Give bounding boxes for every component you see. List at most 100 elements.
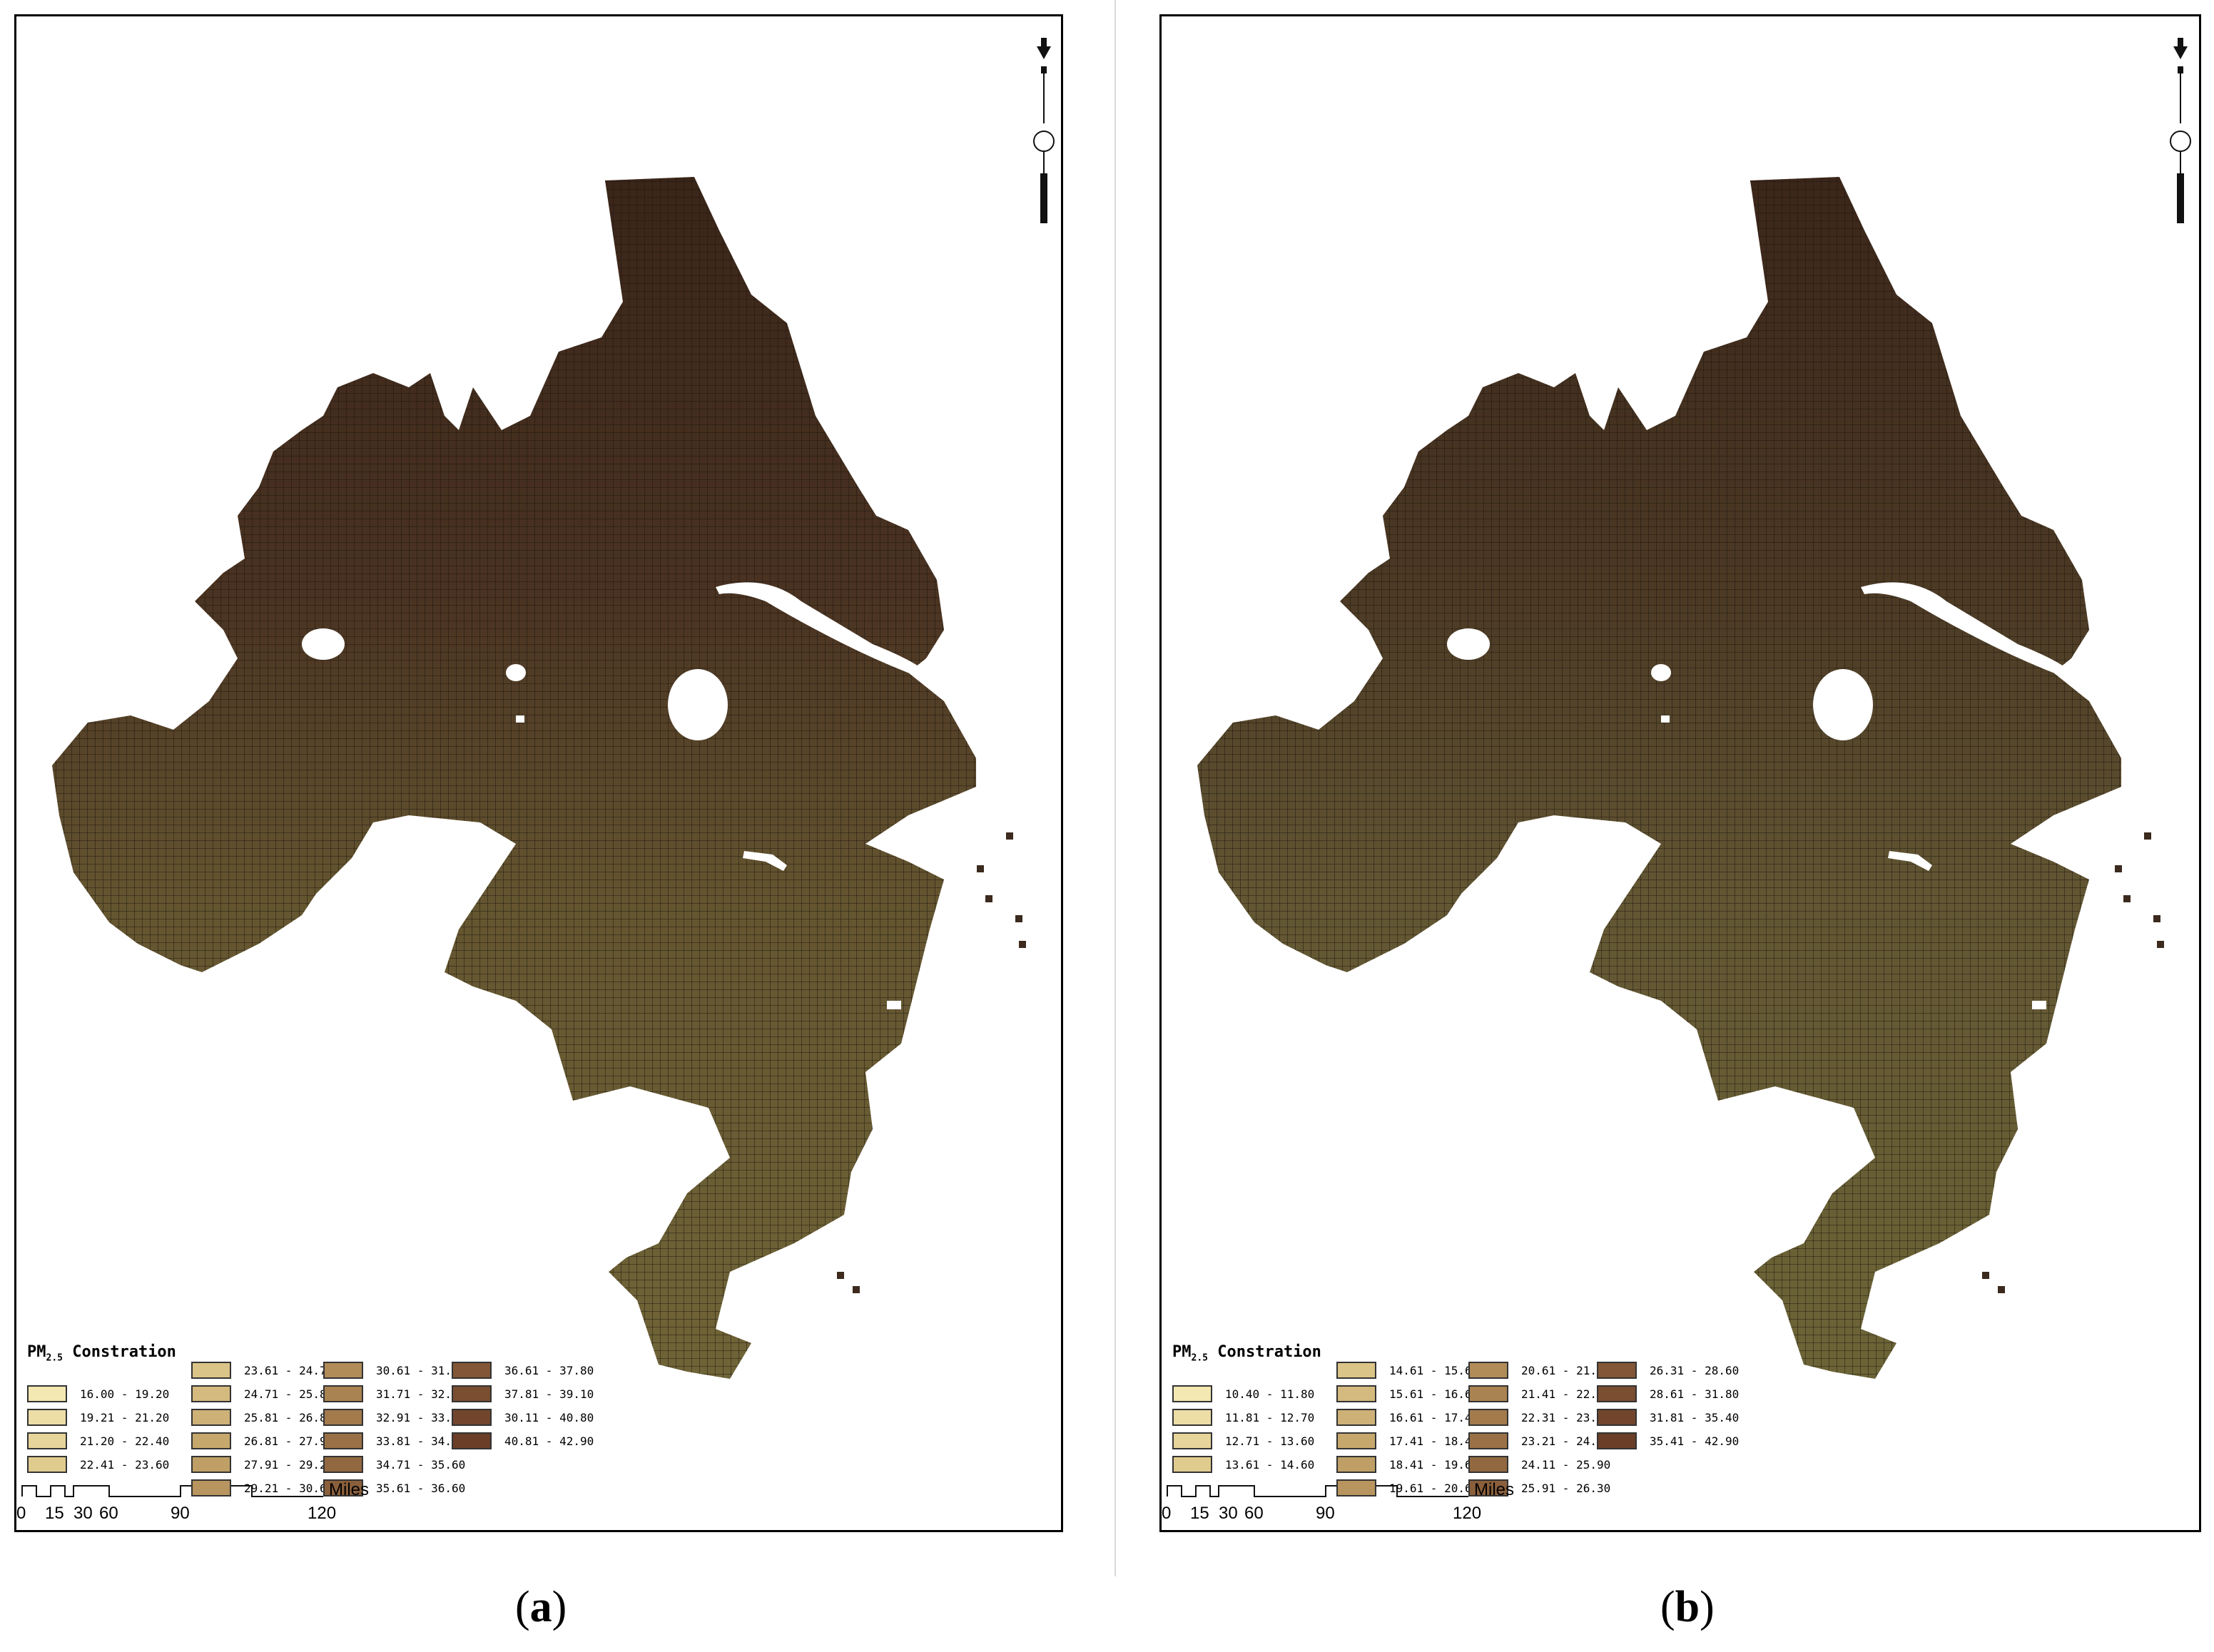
legend-swatch xyxy=(323,1409,363,1426)
legend-swatch xyxy=(452,1432,492,1449)
legend-label: 23.21 - 24.10 xyxy=(1521,1434,1611,1448)
legend-item: 35.41 - 42.90 xyxy=(1597,1432,1739,1450)
legend-label: 12.71 - 13.60 xyxy=(1225,1434,1315,1448)
legend-item: 27.91 - 29.20 xyxy=(191,1455,333,1474)
legend-swatch xyxy=(1336,1362,1376,1379)
legend-item: 30.61 - 31.70 xyxy=(323,1361,465,1380)
legend-swatch xyxy=(1468,1362,1508,1379)
legend-label: 24.11 - 25.90 xyxy=(1521,1457,1611,1472)
legend-label: 19.61 - 20.60 xyxy=(1389,1481,1479,1495)
legend-label: 21.20 - 22.40 xyxy=(80,1434,170,1448)
legend-label: 31.71 - 32.90 xyxy=(376,1387,466,1401)
legend-item: 31.81 - 35.40 xyxy=(1597,1408,1739,1427)
islands-a xyxy=(837,832,1026,1293)
legend-swatch xyxy=(1468,1409,1508,1426)
legend-swatch xyxy=(323,1385,363,1402)
legend-label: 11.81 - 12.70 xyxy=(1225,1410,1315,1424)
scale-label: 60 xyxy=(99,1504,118,1523)
legend-item: 23.21 - 24.10 xyxy=(1468,1432,1610,1450)
legend-swatch xyxy=(1597,1385,1637,1402)
legend-item: 23.61 - 24.70 xyxy=(191,1361,333,1380)
legend-label: 31.81 - 35.40 xyxy=(1650,1410,1740,1424)
legend-item: 14.61 - 15.60 xyxy=(1336,1361,1478,1380)
scale-units: Miles xyxy=(329,1480,370,1499)
legend-swatch xyxy=(1597,1432,1637,1449)
legend-swatch xyxy=(27,1432,67,1449)
legend-item: 26.81 - 27.90 xyxy=(191,1432,333,1450)
legend-label: 40.81 - 42.90 xyxy=(504,1434,594,1448)
legend-swatch xyxy=(191,1362,231,1379)
legend-label: 15.61 - 16.60 xyxy=(1389,1387,1479,1401)
legend-item: 18.41 - 19.60 xyxy=(1336,1455,1478,1474)
legend-item: 11.81 - 12.70 xyxy=(1172,1408,1314,1427)
legend-swatch xyxy=(1336,1385,1376,1402)
legend-label: 26.81 - 27.90 xyxy=(244,1434,334,1448)
scale-label: 90 xyxy=(171,1504,190,1523)
scale-units: Miles xyxy=(1474,1480,1515,1499)
legend-swatch xyxy=(191,1385,231,1402)
legend-swatch xyxy=(1468,1456,1508,1473)
legend-label: 17.41 - 18.40 xyxy=(1389,1434,1479,1448)
legend-label: 36.61 - 37.80 xyxy=(504,1363,594,1377)
legend-swatch xyxy=(1172,1456,1212,1473)
legend-label: 22.41 - 23.60 xyxy=(80,1457,170,1472)
map-panel-a: PM2.5 Constration 16.00 - 19.20 19.21 - 2… xyxy=(14,14,1063,1532)
legend-item: 10.40 - 11.80 xyxy=(1172,1385,1314,1403)
legend-item: 17.41 - 18.40 xyxy=(1336,1432,1478,1450)
legend-label: 21.41 - 22.30 xyxy=(1521,1387,1611,1401)
legend-title-a: PM2.5 Constration xyxy=(27,1343,176,1364)
legend-swatch xyxy=(323,1432,363,1449)
scale-label: 30 xyxy=(73,1504,93,1523)
legend-item: 16.00 - 19.20 xyxy=(27,1385,169,1403)
legend-item: 21.41 - 22.30 xyxy=(1468,1385,1610,1403)
legend-label: 19.21 - 21.20 xyxy=(80,1410,170,1424)
legend-swatch xyxy=(452,1409,492,1426)
legend-swatch xyxy=(1172,1409,1212,1426)
legend-item: 21.20 - 22.40 xyxy=(27,1432,169,1450)
legend-swatch xyxy=(191,1479,231,1497)
legend-swatch xyxy=(1172,1385,1212,1402)
legend-swatch xyxy=(1172,1432,1212,1449)
legend-label: 30.61 - 31.70 xyxy=(376,1363,466,1377)
legend-swatch xyxy=(191,1432,231,1449)
caption-b: (b) xyxy=(1660,1583,1715,1631)
legend-label: 14.61 - 15.60 xyxy=(1389,1363,1479,1377)
legend-item: 13.61 - 14.60 xyxy=(1172,1455,1314,1474)
legend-label: 27.91 - 29.20 xyxy=(244,1457,334,1472)
legend-swatch xyxy=(1468,1479,1508,1497)
water-features-a xyxy=(302,582,923,1009)
map-panel-b: PM2.5 Constration 10.40 - 11.80 11.81 - 1… xyxy=(1159,14,2201,1532)
legend-item: 33.81 - 34.70 xyxy=(323,1432,465,1450)
legend-swatch xyxy=(452,1362,492,1379)
legend-swatch xyxy=(1336,1409,1376,1426)
legend-swatch xyxy=(191,1456,231,1473)
scale-label: 90 xyxy=(1316,1504,1335,1523)
legend-swatch xyxy=(1597,1409,1637,1426)
legend-item: 31.71 - 32.90 xyxy=(323,1385,465,1403)
legend-label: 16.61 - 17.40 xyxy=(1389,1410,1479,1424)
legend-label: 23.61 - 24.70 xyxy=(244,1363,334,1377)
panel-divider xyxy=(1114,0,1116,1576)
legend-item: 15.61 - 16.60 xyxy=(1336,1385,1478,1403)
scale-label: 120 xyxy=(308,1504,337,1523)
legend-item: 34.71 - 35.60 xyxy=(323,1455,465,1474)
legend-item: 40.81 - 42.90 xyxy=(452,1432,594,1450)
legend-swatch xyxy=(1468,1432,1508,1449)
legend-label: 24.71 - 25.80 xyxy=(244,1387,334,1401)
legend-label: 22.31 - 23.20 xyxy=(1521,1410,1611,1424)
scale-label: 60 xyxy=(1244,1504,1264,1523)
legend-swatch xyxy=(323,1362,363,1379)
legend-item: 36.61 - 37.80 xyxy=(452,1361,594,1380)
legend-item: 35.61 - 36.60 xyxy=(323,1479,465,1497)
scale-label: 0 xyxy=(16,1504,26,1523)
legend-swatch xyxy=(1597,1362,1637,1379)
legend-item: 22.41 - 23.60 xyxy=(27,1455,169,1474)
legend-item: 28.61 - 31.80 xyxy=(1597,1385,1739,1403)
legend-item: 26.31 - 28.60 xyxy=(1597,1361,1739,1380)
legend-item: 20.61 - 21.40 xyxy=(1468,1361,1610,1380)
legend-item: 24.11 - 25.90 xyxy=(1468,1455,1610,1474)
legend-label: 30.11 - 40.80 xyxy=(504,1410,594,1424)
legend-item: 19.61 - 20.60 xyxy=(1336,1479,1478,1497)
legend-swatch xyxy=(191,1409,231,1426)
scale-label: 0 xyxy=(1162,1504,1172,1523)
